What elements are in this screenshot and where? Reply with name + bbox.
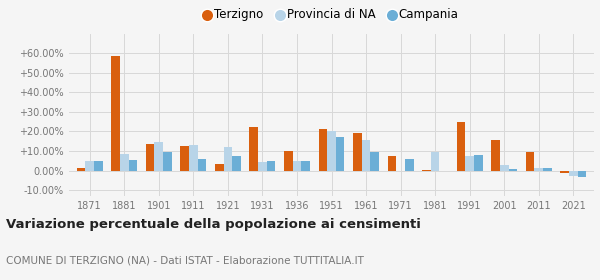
Bar — [120, 154, 128, 171]
Bar — [327, 131, 336, 171]
Bar — [77, 168, 85, 171]
Bar — [526, 152, 535, 171]
Bar — [267, 161, 275, 171]
Bar — [284, 151, 293, 171]
Bar — [578, 171, 586, 178]
Bar — [509, 169, 517, 171]
Bar — [232, 156, 241, 171]
Bar — [293, 161, 301, 171]
Bar — [181, 146, 189, 171]
Bar — [85, 161, 94, 171]
Bar — [163, 152, 172, 171]
Bar — [491, 140, 500, 171]
Bar — [353, 133, 362, 171]
Bar — [362, 140, 370, 171]
Bar — [215, 164, 224, 171]
Bar — [189, 145, 197, 171]
Bar — [457, 122, 466, 171]
Bar — [543, 168, 551, 171]
Bar — [94, 161, 103, 171]
Bar — [301, 161, 310, 171]
Bar — [197, 159, 206, 171]
Bar — [569, 171, 578, 176]
Bar — [154, 142, 163, 171]
Bar — [388, 156, 396, 171]
Text: Variazione percentuale della popolazione ai censimenti: Variazione percentuale della popolazione… — [6, 218, 421, 231]
Bar — [500, 165, 509, 171]
Bar — [336, 137, 344, 171]
Bar — [146, 144, 154, 171]
Bar — [250, 127, 258, 171]
Bar — [560, 171, 569, 174]
Bar — [112, 56, 120, 171]
Bar — [466, 156, 474, 171]
Bar — [370, 152, 379, 171]
Legend: Terzigno, Provincia di NA, Campania: Terzigno, Provincia di NA, Campania — [200, 4, 463, 26]
Text: COMUNE DI TERZIGNO (NA) - Dati ISTAT - Elaborazione TUTTITALIA.IT: COMUNE DI TERZIGNO (NA) - Dati ISTAT - E… — [6, 255, 364, 265]
Bar — [128, 160, 137, 171]
Bar — [405, 159, 413, 171]
Bar — [535, 168, 543, 171]
Bar — [319, 129, 327, 171]
Bar — [422, 170, 431, 171]
Bar — [431, 152, 439, 171]
Bar — [224, 147, 232, 171]
Bar — [474, 155, 482, 171]
Bar — [258, 162, 267, 171]
